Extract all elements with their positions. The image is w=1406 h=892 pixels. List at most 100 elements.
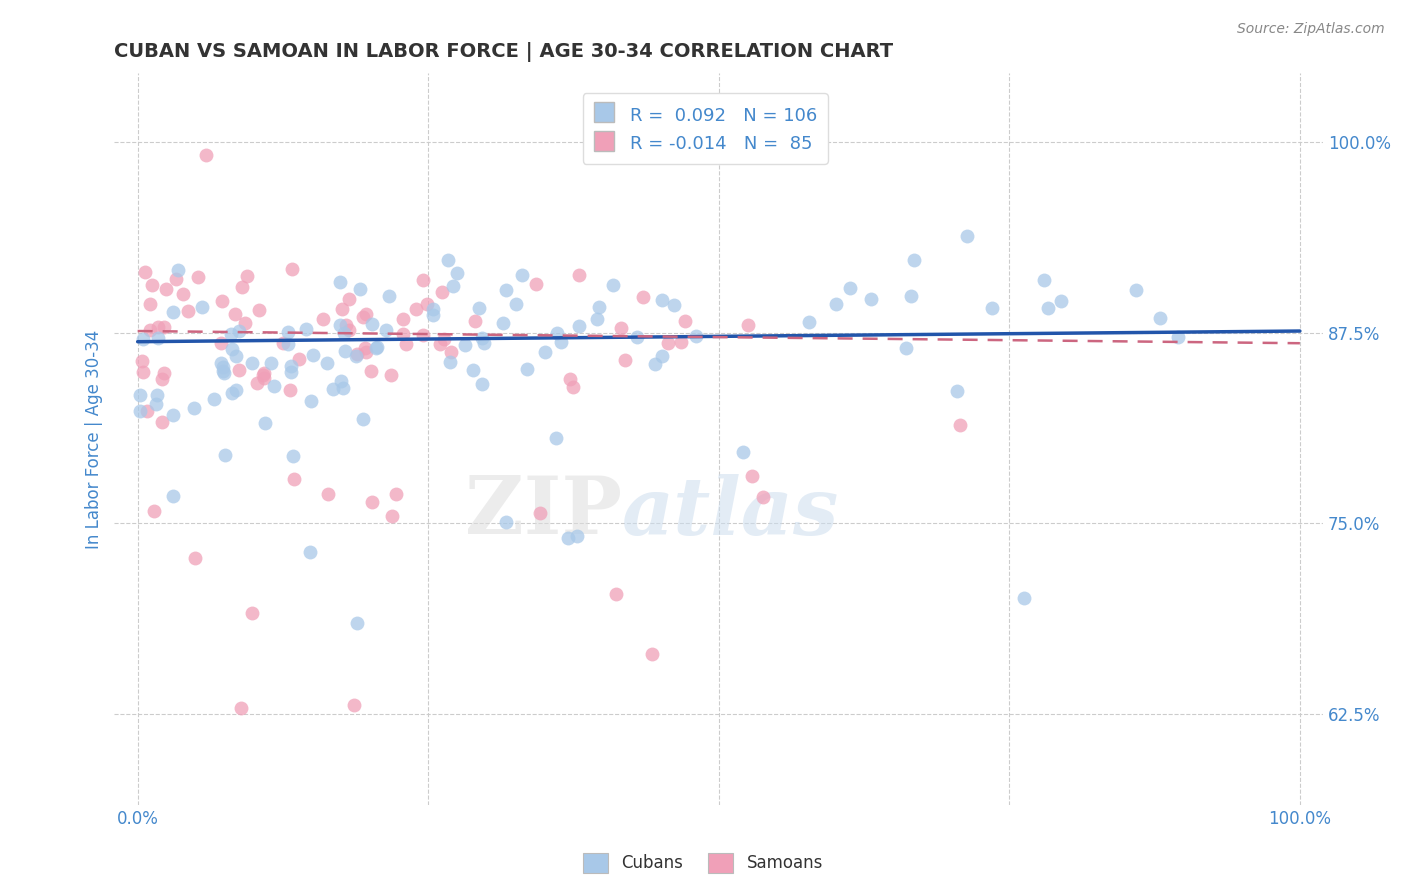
Point — [246, 376, 269, 391]
Point — [224, 307, 246, 321]
Point — [346, 346, 368, 360]
Point — [894, 341, 917, 355]
Point — [544, 431, 567, 445]
Text: CUBAN VS SAMOAN IN LABOR FORCE | AGE 30-34 CORRELATION CHART: CUBAN VS SAMOAN IN LABOR FORCE | AGE 30-… — [114, 42, 894, 62]
Point — [346, 616, 368, 631]
Point — [662, 297, 685, 311]
Point — [129, 403, 152, 417]
Point — [471, 331, 494, 345]
Point — [240, 356, 263, 370]
Point — [741, 468, 763, 483]
Point — [253, 367, 276, 381]
Point — [228, 324, 250, 338]
Point — [422, 302, 444, 317]
Point — [187, 270, 209, 285]
Point — [737, 318, 759, 332]
Point — [903, 252, 925, 267]
Point — [167, 263, 190, 277]
Point — [361, 495, 384, 509]
Point — [585, 312, 607, 326]
Point — [162, 489, 184, 503]
Point — [366, 340, 388, 354]
Y-axis label: In Labor Force | Age 30-34: In Labor Force | Age 30-34 — [86, 330, 103, 549]
Point — [860, 292, 883, 306]
Point — [132, 332, 155, 346]
Point — [153, 367, 176, 381]
Point — [955, 229, 977, 244]
Point — [353, 310, 375, 325]
Point — [332, 381, 354, 395]
Point — [131, 353, 153, 368]
Point — [631, 290, 654, 304]
Point — [233, 316, 256, 330]
Point — [673, 314, 696, 328]
Point — [468, 301, 491, 315]
Point — [209, 336, 232, 351]
Point — [568, 318, 591, 333]
Point — [463, 362, 485, 376]
Point — [312, 312, 335, 326]
Point — [146, 331, 169, 345]
Point — [353, 412, 375, 426]
Point — [495, 283, 517, 297]
Point — [751, 490, 773, 504]
Point — [299, 393, 322, 408]
Point — [626, 330, 648, 344]
Point — [568, 268, 591, 282]
Point — [375, 323, 398, 337]
Point — [405, 302, 427, 317]
Point — [378, 288, 401, 302]
Point — [191, 300, 214, 314]
Point — [288, 352, 311, 367]
Point — [440, 345, 463, 359]
Point — [236, 269, 259, 284]
Point — [565, 529, 588, 543]
Point — [412, 273, 434, 287]
Point — [301, 348, 323, 362]
Point — [209, 356, 232, 370]
Point — [356, 344, 378, 359]
Point — [214, 449, 236, 463]
Point — [129, 388, 152, 402]
Point — [641, 647, 664, 661]
Point — [416, 297, 439, 311]
Point — [145, 388, 167, 402]
Point — [254, 417, 277, 431]
Point — [177, 303, 200, 318]
Point — [354, 341, 377, 355]
Point — [825, 297, 848, 311]
Point — [557, 531, 579, 545]
Point — [150, 416, 173, 430]
Legend: Cubans, Samoans: Cubans, Samoans — [576, 847, 830, 880]
Point — [139, 297, 162, 311]
Point — [294, 322, 316, 336]
Point — [132, 365, 155, 379]
Point — [260, 357, 283, 371]
Point — [225, 349, 247, 363]
Point — [145, 396, 167, 410]
Point — [529, 506, 551, 520]
Point — [183, 551, 205, 566]
Point — [211, 364, 233, 378]
Point — [316, 356, 339, 370]
Point — [139, 323, 162, 337]
Point — [280, 359, 302, 373]
Point — [429, 337, 451, 351]
Point — [337, 323, 360, 337]
Point — [329, 318, 352, 332]
Point — [153, 319, 176, 334]
Point — [283, 472, 305, 486]
Point — [562, 380, 585, 394]
Point — [505, 296, 527, 310]
Point — [329, 275, 352, 289]
Point — [322, 382, 344, 396]
Point — [283, 449, 305, 463]
Point — [333, 326, 356, 340]
Text: atlas: atlas — [621, 474, 839, 551]
Point — [1050, 293, 1073, 308]
Point — [240, 607, 263, 621]
Point — [651, 349, 673, 363]
Point — [510, 268, 533, 282]
Point — [432, 285, 454, 300]
Point — [343, 698, 366, 712]
